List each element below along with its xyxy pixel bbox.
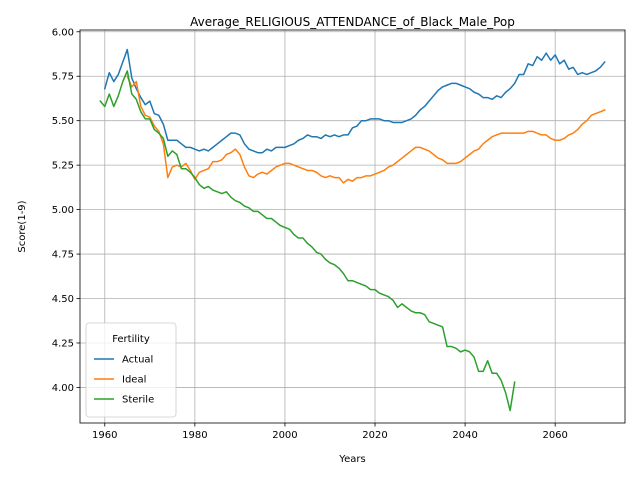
series-lines — [99, 48, 606, 412]
y-tick-label: 5.50 — [52, 116, 74, 127]
y-tick-label: 4.50 — [52, 294, 74, 305]
legend-label-ideal: Ideal — [122, 375, 146, 386]
series-line-sterile — [99, 70, 516, 412]
legend-label-actual: Actual — [122, 355, 153, 366]
legend-title: Fertility — [112, 334, 150, 345]
plot-frame — [79, 29, 626, 424]
x-tick-label: 2000 — [272, 430, 297, 441]
series-line-ideal — [126, 75, 606, 184]
x-tick-label: 1980 — [182, 430, 207, 441]
x-tick-label: 1960 — [92, 430, 117, 441]
x-tick-label: 2020 — [362, 430, 387, 441]
x-axis-label: Years — [338, 454, 365, 465]
y-axis-label: Score(1-9) — [17, 200, 28, 252]
y-tick-label: 6.00 — [52, 27, 74, 38]
legend-label-sterile: Sterile — [122, 395, 154, 406]
y-tick-label: 4.75 — [52, 250, 74, 261]
y-axis-ticks: 4.00 4.25 4.50 4.75 5.00 5.25 5.50 5.75 6.00 — [52, 27, 80, 394]
y-tick-label: 5.00 — [52, 205, 74, 216]
x-tick-label: 2040 — [452, 430, 477, 441]
y-tick-label: 5.75 — [52, 72, 74, 83]
x-tick-label: 2060 — [542, 430, 567, 441]
y-tick-label: 4.25 — [52, 338, 74, 349]
legend-box — [85, 322, 177, 418]
y-tick-label: 5.25 — [52, 161, 74, 172]
x-axis-ticks: 1960 1980 2000 2020 2040 2060 — [92, 423, 568, 441]
legend-entries: Actual Ideal Sterile — [94, 355, 154, 406]
legend: Fertility Actual Ideal Sterile — [85, 322, 177, 418]
chart-title: Average_RELIGIOUS_ATTENDANCE_of_Black_Ma… — [190, 15, 515, 29]
y-tick-label: 4.00 — [52, 383, 74, 394]
series-line-actual — [103, 48, 606, 154]
